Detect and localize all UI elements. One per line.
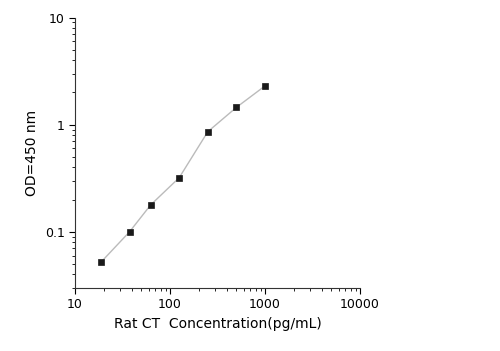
Y-axis label: OD=450 nm: OD=450 nm (25, 110, 39, 196)
X-axis label: Rat CT  Concentration(pg/mL): Rat CT Concentration(pg/mL) (114, 317, 322, 331)
